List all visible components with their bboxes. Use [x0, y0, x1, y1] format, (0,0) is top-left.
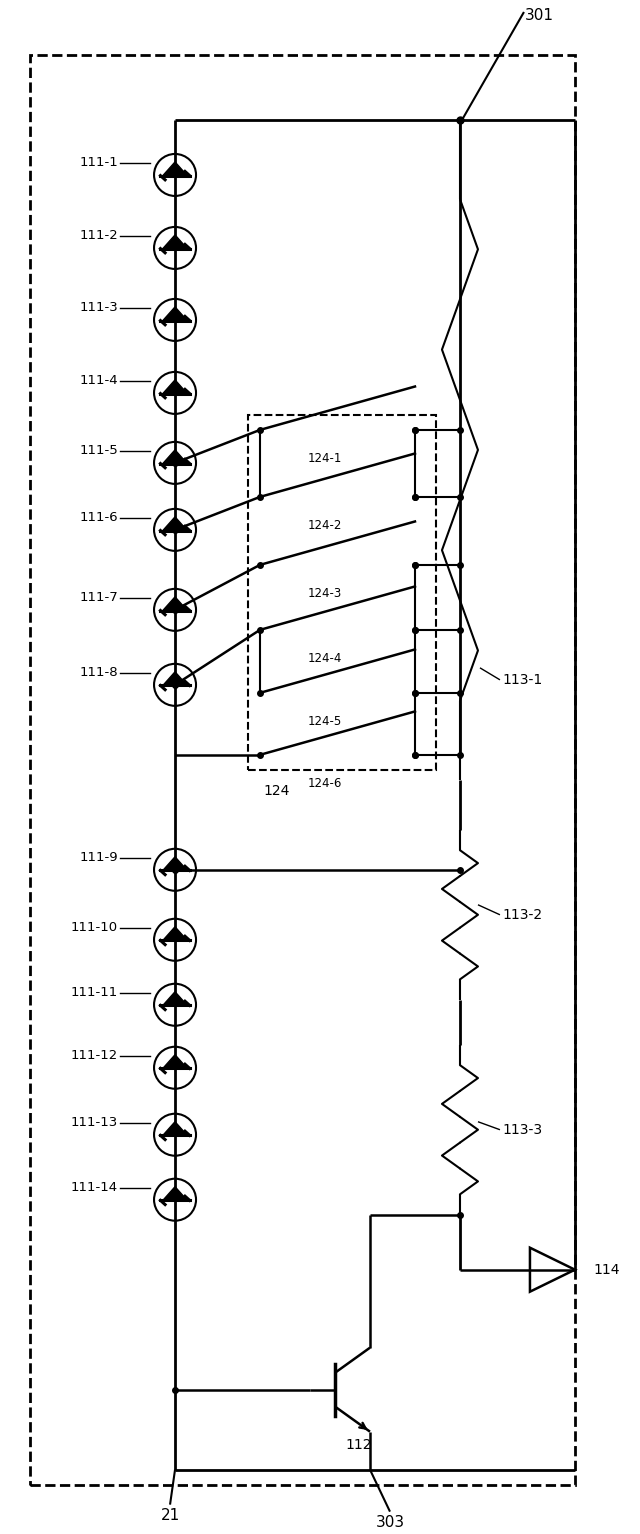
Text: 111-7: 111-7	[79, 591, 118, 604]
Text: 124-4: 124-4	[308, 652, 342, 664]
Text: 21: 21	[161, 1508, 180, 1523]
Polygon shape	[163, 992, 188, 1005]
Text: 124-6: 124-6	[308, 776, 342, 790]
Text: 113-1: 113-1	[502, 673, 542, 687]
Text: 111-2: 111-2	[79, 230, 118, 242]
Polygon shape	[163, 163, 188, 175]
Polygon shape	[163, 927, 188, 940]
Polygon shape	[163, 449, 188, 463]
Text: 111-6: 111-6	[79, 511, 118, 525]
Polygon shape	[163, 1187, 188, 1201]
Text: 111-4: 111-4	[79, 374, 118, 388]
Text: 124-1: 124-1	[308, 453, 342, 465]
Polygon shape	[163, 1121, 188, 1135]
Text: 111-11: 111-11	[71, 986, 118, 999]
Text: 124: 124	[263, 784, 289, 798]
Text: 301: 301	[525, 8, 554, 23]
Text: 111-5: 111-5	[79, 445, 118, 457]
Text: 303: 303	[376, 1514, 404, 1529]
Text: 124-5: 124-5	[308, 715, 342, 727]
Text: 112: 112	[345, 1437, 371, 1451]
Text: 111-9: 111-9	[79, 851, 118, 864]
Text: 111-13: 111-13	[71, 1117, 118, 1129]
Text: 113-2: 113-2	[502, 908, 542, 922]
Polygon shape	[163, 597, 188, 611]
Text: 111-8: 111-8	[79, 666, 118, 680]
Polygon shape	[163, 235, 188, 249]
Text: 111-12: 111-12	[71, 1049, 118, 1062]
Bar	[248, 414, 436, 770]
Text: 124-3: 124-3	[308, 588, 342, 600]
Polygon shape	[163, 380, 188, 394]
Text: 113-3: 113-3	[502, 1123, 542, 1137]
Text: 111-14: 111-14	[71, 1181, 118, 1193]
Text: 124-2: 124-2	[308, 518, 342, 532]
Polygon shape	[163, 307, 188, 321]
Polygon shape	[163, 672, 188, 686]
Polygon shape	[163, 858, 188, 870]
Polygon shape	[163, 517, 188, 531]
Text: 111-10: 111-10	[71, 922, 118, 934]
Text: 111-3: 111-3	[79, 301, 118, 314]
Text: 114: 114	[594, 1262, 620, 1276]
Bar	[30, 55, 575, 1485]
Polygon shape	[163, 1055, 188, 1068]
Text: 111-1: 111-1	[79, 156, 118, 169]
